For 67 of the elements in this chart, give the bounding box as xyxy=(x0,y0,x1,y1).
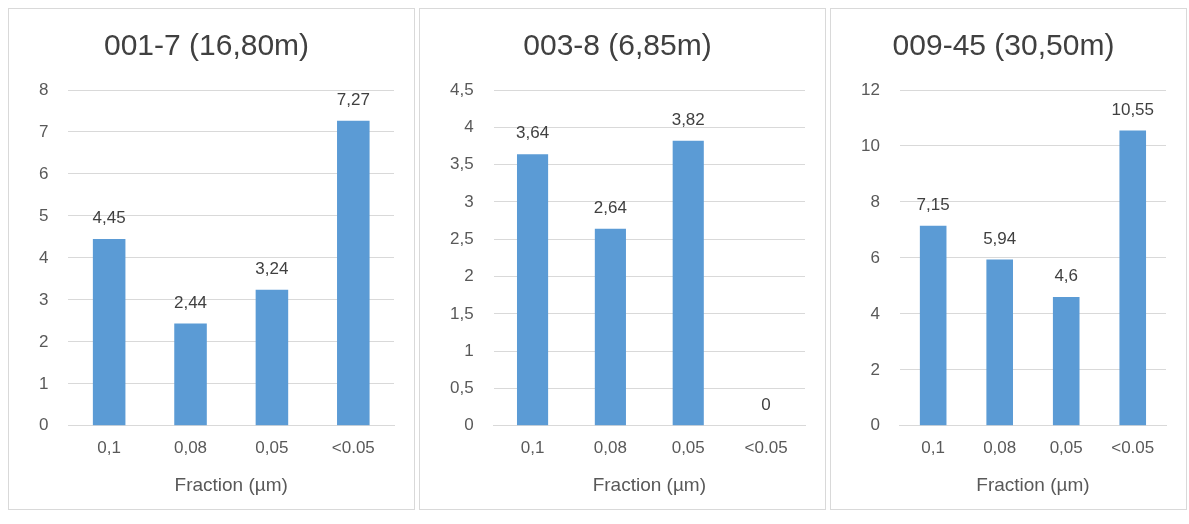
data-label: 3,24 xyxy=(255,258,289,278)
y-tick-label: 5 xyxy=(38,205,49,225)
bar xyxy=(594,228,626,426)
y-tick-label: 2 xyxy=(464,266,474,286)
x-tick-label: 0,1 xyxy=(520,437,545,457)
data-label: 5,94 xyxy=(983,228,1017,248)
data-label: 7,15 xyxy=(916,194,950,214)
x-axis-title: Fraction (µm) xyxy=(592,473,706,495)
y-tick-label: 12 xyxy=(860,79,880,99)
y-tick-label: 4 xyxy=(464,117,474,136)
y-tick-label: 3,5 xyxy=(449,154,474,174)
y-tick-label: 6 xyxy=(870,247,880,267)
bar xyxy=(174,323,207,426)
data-label: 3,64 xyxy=(516,123,550,143)
x-tick-label: 0,08 xyxy=(983,437,1017,457)
x-tick-label: 0,08 xyxy=(593,437,627,457)
y-tick-label: 2 xyxy=(38,331,49,351)
y-tick-label: 6 xyxy=(38,163,49,183)
bar xyxy=(337,120,370,426)
bar xyxy=(672,140,704,426)
y-tick-label: 1,5 xyxy=(449,303,474,323)
y-tick-label: 7 xyxy=(38,121,49,141)
x-axis-title: Fraction (µm) xyxy=(976,473,1090,495)
chart-title: 001-7 (16,80m) xyxy=(103,28,310,62)
x-tick-label: 0,08 xyxy=(173,437,208,457)
y-tick-label: 1 xyxy=(38,373,49,393)
y-tick-label: 3 xyxy=(38,289,49,309)
data-label: 0 xyxy=(761,394,771,414)
bar xyxy=(1052,297,1080,426)
y-tick-label: 0,5 xyxy=(449,378,474,398)
chart-title: 009-45 (30,50m) xyxy=(892,28,1115,62)
x-tick-label: 0,1 xyxy=(97,437,121,457)
x-tick-label: <0.05 xyxy=(331,437,375,457)
x-tick-label: 0,05 xyxy=(1049,437,1083,457)
x-tick-label: 0,05 xyxy=(255,437,289,457)
y-tick-label: 0 xyxy=(464,415,474,435)
bar xyxy=(919,225,947,426)
bar xyxy=(986,259,1013,426)
x-tick-label: 0,1 xyxy=(921,437,945,457)
y-tick-label: 4 xyxy=(38,247,49,267)
y-tick-label: 4 xyxy=(870,303,880,323)
bar xyxy=(255,289,289,426)
chart-title: 003-8 (6,85m) xyxy=(523,28,712,62)
y-tick-label: 8 xyxy=(870,191,880,211)
x-axis-title: Fraction (µm) xyxy=(174,473,288,495)
bar xyxy=(1119,130,1147,426)
data-label: 4,45 xyxy=(92,208,126,228)
y-tick-label: 8 xyxy=(38,79,49,99)
x-tick-label: 0,05 xyxy=(671,437,705,457)
x-tick-label: <0.05 xyxy=(1111,437,1155,457)
data-label: 4,6 xyxy=(1054,266,1079,286)
y-tick-label: 3 xyxy=(464,191,474,211)
data-label: 2,44 xyxy=(173,292,208,312)
x-tick-label: <0.05 xyxy=(744,437,788,457)
y-tick-label: 0 xyxy=(870,415,880,435)
y-tick-label: 4,5 xyxy=(449,79,474,99)
bar xyxy=(516,154,549,426)
data-label: 10,55 xyxy=(1111,99,1155,119)
y-tick-label: 1 xyxy=(464,340,474,360)
data-label: 3,82 xyxy=(671,109,705,129)
y-tick-label: 0 xyxy=(38,415,49,435)
data-label: 2,64 xyxy=(593,197,627,217)
bar xyxy=(92,239,126,426)
y-tick-label: 2,5 xyxy=(449,228,474,248)
data-label: 7,27 xyxy=(336,89,370,109)
y-tick-label: 2 xyxy=(870,359,880,379)
y-tick-label: 10 xyxy=(860,135,880,155)
